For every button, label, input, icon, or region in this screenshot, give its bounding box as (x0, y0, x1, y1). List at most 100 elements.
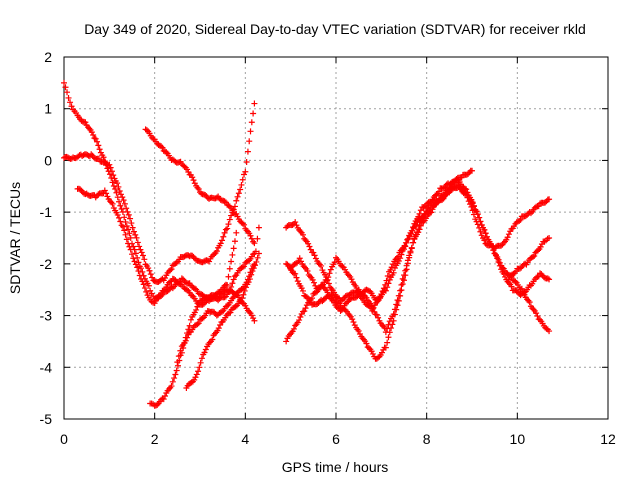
x-tick-label: 0 (60, 431, 68, 447)
data-point (158, 293, 165, 300)
y-tick-label: -5 (40, 411, 53, 427)
data-point (110, 182, 117, 189)
data-point (122, 219, 129, 226)
data-marks (61, 79, 553, 409)
y-tick-label: -1 (40, 204, 53, 220)
data-point (233, 197, 240, 204)
data-point (173, 367, 180, 374)
data-point (129, 251, 135, 258)
data-point (481, 237, 488, 244)
data-point (406, 233, 413, 240)
data-point (375, 314, 382, 321)
data-point (91, 135, 98, 142)
data-point (470, 203, 477, 210)
data-point (496, 259, 503, 266)
data-point (123, 205, 130, 212)
data-point (129, 224, 136, 231)
series-sat-b (61, 100, 258, 286)
data-point (169, 378, 176, 385)
data-point (318, 262, 325, 269)
data-point (227, 309, 234, 316)
data-point (237, 186, 244, 193)
data-point (174, 359, 181, 366)
data-point (380, 285, 387, 292)
data-point (206, 258, 213, 265)
data-point (233, 229, 240, 236)
data-point (193, 371, 200, 378)
data-point (247, 128, 254, 135)
data-point (546, 196, 553, 203)
data-point (132, 231, 139, 238)
data-point (512, 278, 519, 285)
data-point (401, 272, 407, 279)
data-point (325, 274, 332, 281)
data-point (202, 346, 209, 353)
data-point (116, 198, 123, 205)
data-point (382, 329, 389, 336)
data-point (369, 307, 376, 314)
data-point (127, 246, 134, 253)
data-point (529, 254, 536, 261)
data-point (309, 295, 316, 302)
data-point (292, 322, 299, 329)
data-point (191, 376, 198, 383)
data-point (299, 287, 306, 294)
data-point (94, 138, 101, 145)
y-tick-label: 1 (44, 101, 52, 117)
data-point (114, 180, 121, 187)
data-point (239, 295, 246, 302)
data-point (253, 258, 260, 265)
data-point (408, 244, 415, 251)
data-point (136, 272, 143, 279)
data-point (149, 274, 156, 281)
data-point (326, 270, 333, 277)
data-point (474, 211, 481, 218)
data-point (128, 220, 135, 227)
data-point (325, 292, 332, 299)
data-point (481, 226, 488, 233)
chart-title: Day 349 of 2020, Sidereal Day-to-day VTE… (84, 21, 586, 37)
data-point (231, 238, 238, 245)
data-point (463, 189, 470, 196)
data-point (533, 310, 540, 317)
data-point (95, 155, 102, 162)
data-point (61, 79, 67, 86)
data-point (201, 349, 208, 356)
data-point (516, 217, 523, 224)
data-point (143, 127, 150, 134)
data-point (373, 311, 380, 318)
data-point (382, 281, 389, 288)
data-point (296, 317, 303, 324)
data-point (478, 232, 485, 239)
data-point (249, 268, 256, 275)
data-point (469, 167, 475, 174)
data-point (108, 168, 115, 175)
series-sat-l (505, 235, 553, 283)
data-point (114, 211, 121, 218)
data-point (121, 227, 128, 234)
data-point (521, 291, 528, 298)
data-point (126, 230, 133, 237)
data-point (134, 239, 141, 246)
data-point (389, 261, 396, 268)
data-point (178, 343, 185, 350)
data-point (160, 396, 167, 403)
series-sat-d (142, 126, 258, 247)
y-tick-label: -4 (40, 359, 53, 375)
data-point (139, 278, 146, 285)
data-point (174, 362, 181, 369)
data-point (419, 214, 426, 221)
data-point (242, 168, 249, 175)
data-point (110, 172, 117, 179)
data-point (535, 247, 542, 254)
data-point (90, 132, 97, 139)
series-sat-f (174, 224, 262, 366)
data-point (220, 233, 227, 240)
data-point (255, 250, 262, 257)
data-point (167, 267, 174, 274)
data-point (299, 231, 306, 238)
y-tick-label: 0 (44, 152, 52, 168)
data-point (234, 193, 241, 200)
data-point (297, 313, 304, 320)
